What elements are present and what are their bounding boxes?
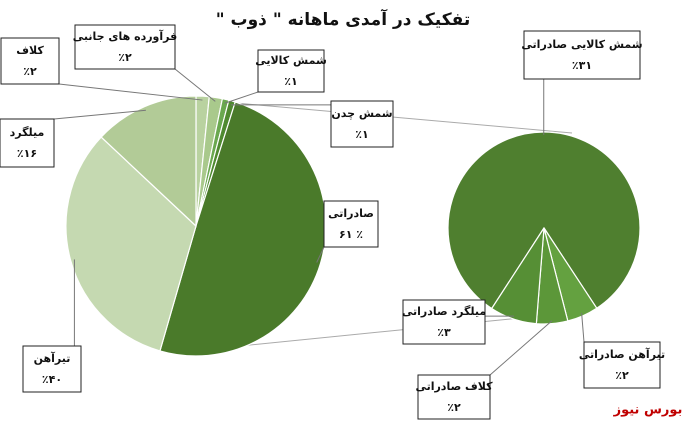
- slice-value: ٪۲: [447, 401, 461, 414]
- slice-name: تیرآهن صادراتی: [579, 347, 665, 361]
- slice-name: کلاف صادراتی: [415, 380, 493, 393]
- leader-line: [53, 109, 146, 120]
- label-box: [0, 37, 60, 85]
- label-box: [583, 341, 661, 389]
- slice-name: میلگرد: [10, 126, 45, 139]
- slice-value: ٪۱۶: [17, 147, 37, 160]
- slice-value: ٪۲: [118, 51, 132, 64]
- label-box: [330, 100, 394, 148]
- slice-name: شمش کالایی صادراتی: [521, 38, 642, 51]
- slice-name: میلگرد صادراتی: [402, 305, 486, 318]
- slice-value: ٪۱: [355, 128, 368, 141]
- slice-name: تیرآهن: [34, 351, 71, 365]
- label-box: [0, 118, 55, 168]
- leader-line: [316, 246, 325, 263]
- chart-title: تفکیک در آمدی ماهانه " ذوب ": [216, 8, 471, 30]
- slice-value: ٪۳۱: [572, 59, 592, 72]
- slice-value: ٪۱: [284, 75, 297, 88]
- pie-slice: [159, 101, 327, 357]
- slice-name: صادراتی: [328, 207, 374, 220]
- slice-value: ٪۲: [23, 65, 37, 78]
- label-box: [22, 345, 82, 393]
- slice-value: ٪ ۶۱: [339, 228, 363, 241]
- pie-slice: [490, 227, 545, 325]
- slice-value: ٪۲: [615, 369, 629, 382]
- label-box: [402, 299, 486, 345]
- label-box: [257, 49, 325, 93]
- pie-slice: [65, 136, 197, 352]
- pie-slice: [100, 95, 197, 228]
- label-box: [323, 200, 379, 248]
- slice-name: فرآورده های جانبی: [73, 29, 177, 43]
- label-box: [417, 374, 491, 420]
- slice-value: ٪۴۰: [42, 373, 62, 386]
- slice-name: شمش کالایی: [255, 54, 327, 67]
- leader-line: [581, 313, 585, 343]
- slice-name: کلاف: [16, 44, 44, 57]
- connector: [235, 102, 573, 134]
- label-box: [74, 24, 176, 70]
- leader-line: [174, 68, 216, 102]
- source: بورس نیوز: [613, 403, 683, 418]
- slice-name: شمش چدن: [331, 107, 392, 120]
- leader-line: [489, 320, 553, 376]
- leader-line: [224, 91, 259, 104]
- slice-value: ٪۳: [437, 326, 451, 339]
- leader-line: [58, 83, 203, 101]
- label-box: [523, 30, 641, 80]
